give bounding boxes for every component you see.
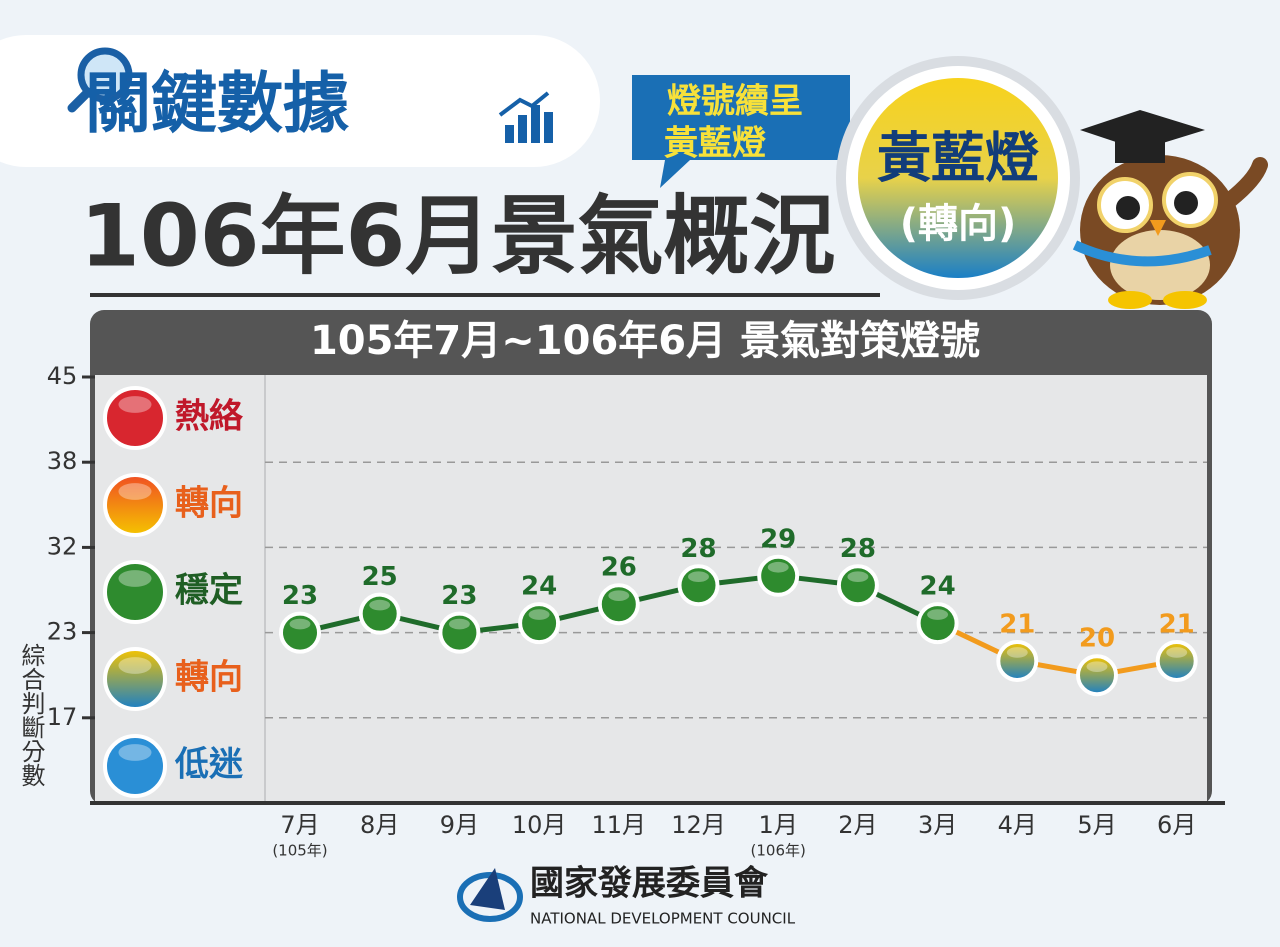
data-label: 26 <box>601 553 637 583</box>
data-label: 25 <box>362 562 398 592</box>
light-highlight <box>608 590 630 601</box>
y-tick-label: 23 <box>47 618 78 646</box>
data-point <box>518 602 561 645</box>
light-highlight <box>1166 647 1188 658</box>
magnifier-icon <box>77 47 133 103</box>
main-title: 106年6月景氣概況 <box>80 186 835 286</box>
data-label: 20 <box>1079 624 1115 654</box>
y-tick-label: 17 <box>47 703 78 731</box>
bars-icon <box>498 91 553 143</box>
light-highlight <box>289 618 311 630</box>
light-highlight <box>118 483 152 500</box>
y-axis-label: 綜合判斷分數 <box>17 643 45 787</box>
legend-light <box>103 473 167 537</box>
x-tick-label: 12月 <box>671 811 726 839</box>
x-tick-label: 5月 <box>1077 811 1116 839</box>
data-label: 24 <box>521 572 557 602</box>
magnifier-handle <box>67 87 93 113</box>
light-highlight <box>118 744 152 761</box>
light-highlight <box>1086 661 1108 672</box>
data-point <box>836 564 879 607</box>
footer-org: 國家發展委員會 <box>530 864 769 904</box>
x-tick-label: 7月 <box>280 811 319 839</box>
data-point <box>358 592 401 635</box>
legend-label: 轉向 <box>175 658 243 698</box>
x-tick-label: 11月 <box>592 811 647 839</box>
legend-label: 熱絡 <box>175 397 244 437</box>
data-label: 23 <box>282 581 318 611</box>
data-point <box>597 583 640 626</box>
x-tick-label: 2月 <box>838 811 877 839</box>
plot-area <box>95 375 1207 803</box>
x-tick-label: 1月 <box>759 811 798 839</box>
x-tick-label: 4月 <box>998 811 1037 839</box>
speech-bubble <box>632 75 850 188</box>
bubble-line: 燈號續呈 <box>667 82 803 122</box>
light-highlight <box>767 561 789 573</box>
data-label: 24 <box>920 572 956 602</box>
data-label: 21 <box>999 610 1035 640</box>
signal-text: 黃藍燈 <box>877 127 1039 190</box>
data-label: 21 <box>1159 610 1195 640</box>
data-point <box>996 640 1039 682</box>
light-highlight <box>528 609 550 620</box>
data-label: 29 <box>760 524 796 554</box>
bubble-line: 黃藍燈 <box>664 124 766 164</box>
signal-light <box>858 78 1058 278</box>
light-highlight <box>847 571 869 583</box>
data-point <box>677 564 720 607</box>
data-point <box>438 611 481 654</box>
data-label: 28 <box>840 534 876 564</box>
light-highlight <box>448 618 470 630</box>
light-highlight <box>118 657 152 674</box>
x-tick-label: 9月 <box>440 811 479 839</box>
light-highlight <box>118 570 152 587</box>
legend-light <box>103 560 167 624</box>
owl-mascot <box>1072 110 1268 309</box>
legend-label: 轉向 <box>175 484 243 524</box>
light-highlight <box>688 571 709 583</box>
x-tick-label: 10月 <box>512 811 567 839</box>
legend-light <box>103 386 167 450</box>
legend-label: 低迷 <box>174 745 244 785</box>
light-highlight <box>369 599 391 611</box>
x-tick-sublabel: (106年) <box>751 842 806 860</box>
legend-light <box>103 647 167 711</box>
data-label: 28 <box>680 534 716 564</box>
footer-org-en: NATIONAL DEVELOPMENT COUNCIL <box>530 910 796 928</box>
data-point <box>279 611 321 654</box>
header-pill <box>0 35 600 167</box>
x-tick-label: 6月 <box>1157 811 1196 839</box>
footer-logo <box>457 868 523 922</box>
data-label: 23 <box>441 581 477 611</box>
data-point <box>916 602 959 645</box>
legend-light <box>103 734 167 798</box>
x-tick-label: 3月 <box>918 811 957 839</box>
y-tick-label: 45 <box>47 362 78 390</box>
light-highlight <box>118 396 152 413</box>
chart-title: 105年7月~106年6月 景氣對策燈號 <box>310 318 980 364</box>
badge-text: 關鍵數據 <box>85 65 350 142</box>
light-highlight <box>927 609 949 620</box>
data-point <box>757 554 800 597</box>
x-tick-label: 8月 <box>360 811 399 839</box>
y-tick-label: 38 <box>47 447 78 475</box>
data-point <box>1076 654 1118 697</box>
legend-label: 穩定 <box>175 571 243 611</box>
y-tick-label: 32 <box>47 532 78 560</box>
x-tick-sublabel: (105年) <box>272 842 327 860</box>
light-highlight <box>1006 647 1028 658</box>
data-point <box>1155 640 1198 682</box>
signal-note: (轉向) <box>900 201 1017 247</box>
